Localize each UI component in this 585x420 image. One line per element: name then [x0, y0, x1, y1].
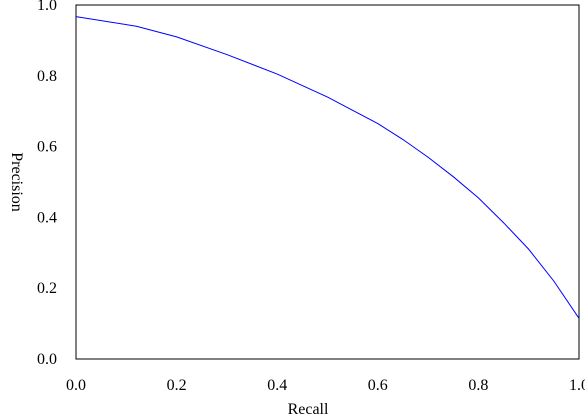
y-axis-ticks: 0.0 0.2 0.4 0.6 0.8 1.0 [37, 0, 57, 368]
y-tick-label: 0.0 [37, 351, 57, 368]
x-tick-label: 0.8 [468, 377, 488, 394]
x-tick-label: 0.4 [267, 377, 287, 394]
series-line [75, 16, 580, 319]
plot-area [75, 4, 580, 360]
x-axis-label: Recall [288, 401, 329, 418]
y-tick-label: 1.0 [37, 0, 57, 14]
y-tick-label: 0.8 [37, 68, 57, 85]
x-tick-label: 1.0 [569, 377, 585, 394]
y-axis-label: Precision [8, 152, 25, 212]
x-tick-label: 0.6 [368, 377, 388, 394]
y-tick-label: 0.6 [37, 139, 57, 156]
x-tick-label: 0.0 [66, 377, 86, 394]
y-tick-label: 0.4 [37, 209, 57, 226]
x-axis-ticks: 0.0 0.2 0.4 0.6 0.8 1.0 [66, 377, 585, 394]
y-tick-label: 0.2 [37, 280, 57, 297]
series-layer [75, 16, 580, 319]
x-tick-label: 0.2 [167, 377, 187, 394]
